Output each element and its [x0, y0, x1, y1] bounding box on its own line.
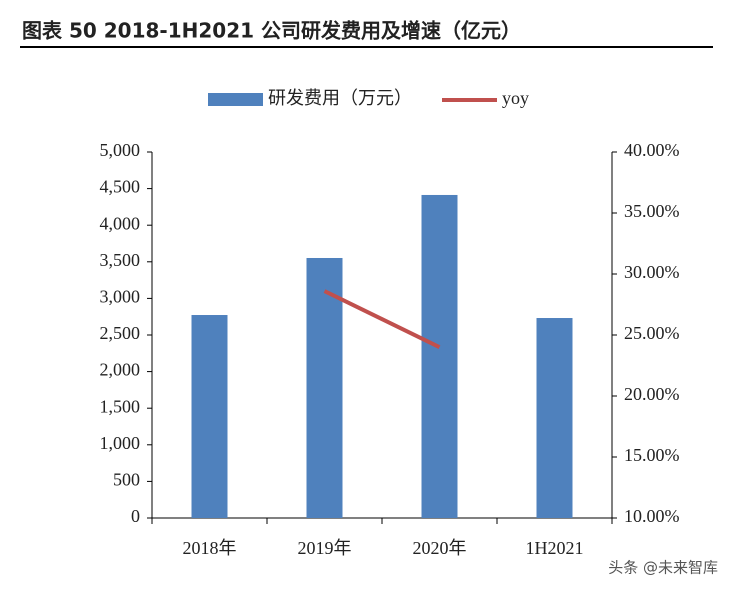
y2-tick-label: 35.00% — [624, 201, 680, 221]
bar — [191, 315, 228, 518]
y-tick-label: 3,500 — [100, 250, 141, 270]
x-tick-label: 2020年 — [413, 538, 467, 558]
y-tick-label: 4,000 — [100, 213, 141, 233]
x-tick-label: 2019年 — [298, 538, 352, 558]
y2-tick-label: 10.00% — [624, 506, 680, 526]
y-tick-label: 4,500 — [100, 177, 141, 197]
bar — [306, 257, 343, 518]
y-tick-label: 1,500 — [100, 396, 141, 416]
y2-tick-label: 40.00% — [624, 140, 680, 160]
line — [323, 289, 441, 349]
watermark: 头条 @未来智库 — [608, 559, 718, 577]
y2-tick-label: 25.00% — [624, 323, 680, 343]
y-tick-label: 2,500 — [100, 323, 141, 343]
y-tick-label: 2,000 — [100, 360, 141, 380]
x-tick-label: 1H2021 — [526, 538, 584, 558]
y-tick-label: 3,000 — [100, 287, 141, 307]
y-tick-label: 1,000 — [100, 433, 141, 453]
y-tick-label: 5,000 — [100, 140, 141, 160]
y2-tick-label: 15.00% — [624, 445, 680, 465]
legend-label: 研发费用（万元） — [268, 88, 412, 108]
y-tick-label: 0 — [131, 506, 140, 526]
legend-label: yoy — [502, 88, 529, 108]
bar — [421, 194, 458, 519]
y2-tick-label: 30.00% — [624, 262, 680, 282]
y2-tick-label: 20.00% — [624, 384, 680, 404]
x-tick-label: 2018年 — [183, 538, 237, 558]
legend-swatch — [208, 93, 263, 106]
y-tick-label: 500 — [113, 470, 140, 490]
chart-title: 图表 50 2018-1H2021 公司研发费用及增速（亿元） — [22, 19, 521, 43]
bar — [536, 318, 573, 518]
